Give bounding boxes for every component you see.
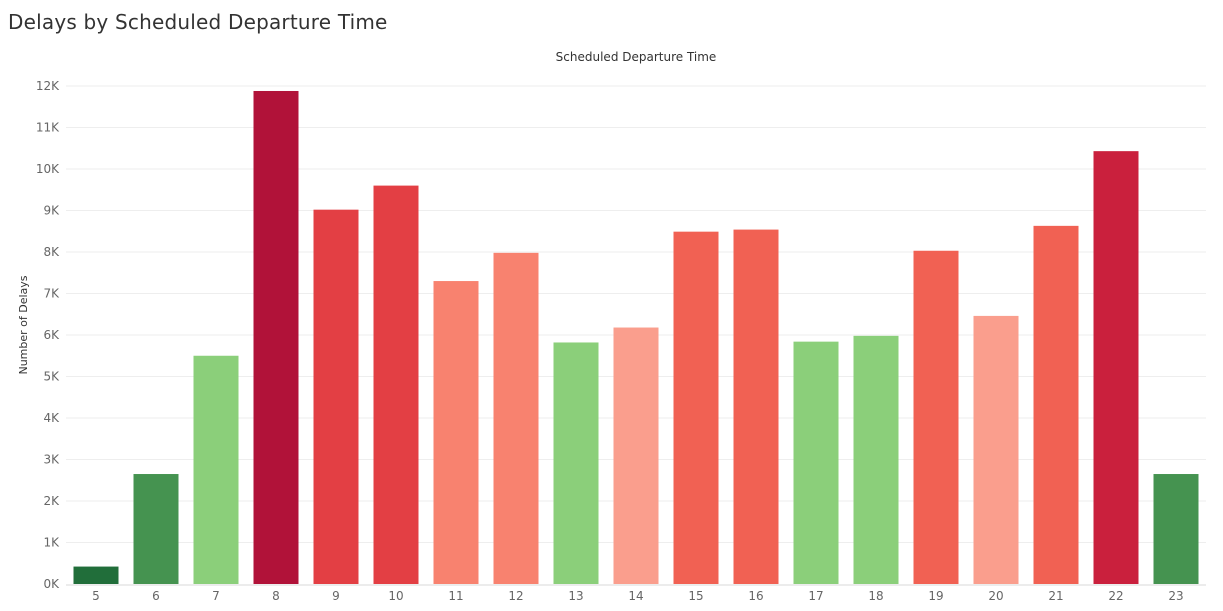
x-axis-title: Scheduled Departure Time [556, 50, 717, 64]
x-tick-label: 11 [448, 589, 463, 603]
y-tick-label: 12K [36, 79, 60, 93]
x-tick-label: 13 [568, 589, 583, 603]
bar-21[interactable] [1033, 225, 1079, 585]
bar-5[interactable] [73, 566, 119, 584]
x-tick-label: 22 [1108, 589, 1123, 603]
bar-15[interactable] [673, 231, 719, 585]
bar-17[interactable] [793, 341, 839, 584]
y-tick-label: 7K [43, 287, 60, 301]
x-tick-label: 15 [688, 589, 703, 603]
y-tick-label: 5K [43, 370, 60, 384]
x-tick-label: 23 [1168, 589, 1183, 603]
x-tick-label: 18 [868, 589, 883, 603]
y-tick-label: 0K [43, 577, 60, 591]
x-tick-label: 21 [1048, 589, 1063, 603]
x-tick-label: 6 [152, 589, 160, 603]
y-tick-label: 2K [43, 494, 60, 508]
bar-12[interactable] [493, 252, 539, 584]
x-axis-ticks: 5 6 7 8 9 10 11 12 13 14 15 16 17 18 19 20 21 22 23 [92, 589, 1183, 603]
y-tick-label: 11K [36, 121, 60, 135]
bar-8[interactable] [253, 90, 299, 584]
y-tick-label: 4K [43, 411, 60, 425]
x-tick-label: 20 [988, 589, 1003, 603]
bar-11[interactable] [433, 281, 479, 584]
y-tick-label: 10K [36, 162, 60, 176]
y-tick-label: 3K [43, 453, 60, 467]
x-tick-label: 14 [628, 589, 643, 603]
x-tick-label: 19 [928, 589, 943, 603]
y-tick-label: 8K [43, 245, 60, 259]
y-axis-ticks: 0K 1K 2K 3K 4K 5K 6K 7K 8K 9K 10K 11K 12K [36, 79, 60, 591]
y-tick-label: 6K [43, 328, 60, 342]
bar-16[interactable] [733, 229, 779, 584]
bar-10[interactable] [373, 185, 419, 584]
bar-7[interactable] [193, 355, 239, 584]
y-tick-label: 1K [43, 536, 60, 550]
bar-9[interactable] [313, 209, 359, 585]
bar-23[interactable] [1153, 474, 1199, 584]
x-tick-label: 5 [92, 589, 100, 603]
bar-14[interactable] [613, 327, 659, 584]
x-tick-label: 12 [508, 589, 523, 603]
x-tick-label: 8 [272, 589, 280, 603]
bars [73, 90, 1199, 585]
x-tick-label: 16 [748, 589, 763, 603]
bar-20[interactable] [973, 315, 1019, 584]
y-axis-title: Number of Delays [17, 275, 30, 374]
x-tick-label: 9 [332, 589, 340, 603]
y-tick-label: 9K [43, 204, 60, 218]
x-tick-label: 10 [388, 589, 403, 603]
x-tick-label: 7 [212, 589, 220, 603]
bar-22[interactable] [1093, 151, 1139, 584]
bar-19[interactable] [913, 250, 959, 584]
bar-18[interactable] [853, 335, 899, 584]
bar-6[interactable] [133, 474, 179, 584]
bar-13[interactable] [553, 342, 599, 584]
x-tick-label: 17 [808, 589, 823, 603]
chart-title: Delays by Scheduled Departure Time [8, 10, 388, 34]
